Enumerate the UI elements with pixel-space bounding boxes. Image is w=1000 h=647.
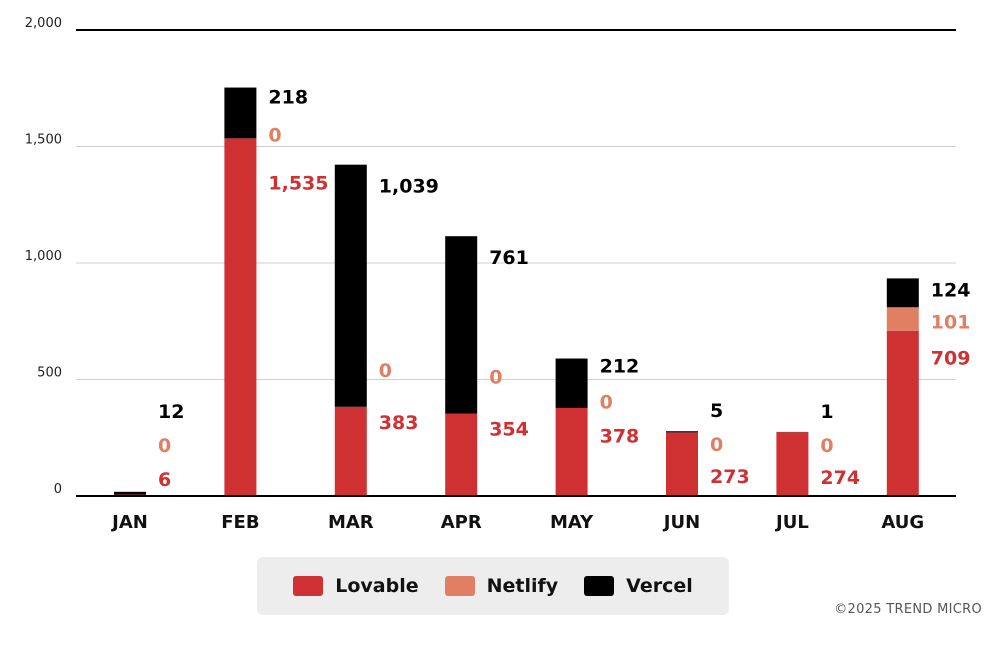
data-label-lovable-jul: 274 [820,467,860,489]
legend: Lovable Netlify Vercel [257,557,729,615]
x-tick-label-feb: FEB [221,512,259,533]
bar-vercel-mar [335,165,367,407]
data-label-netlify-jun: 0 [710,434,723,456]
legend-item-netlify: Netlify [445,575,559,597]
bar-lovable-feb [224,138,256,496]
x-tick-label-aug: AUG [881,512,924,533]
data-label-vercel-jul: 1 [820,401,833,423]
legend-label-netlify: Netlify [487,575,559,597]
data-label-lovable-apr: 354 [489,419,529,441]
bar-vercel-may [556,359,588,408]
data-label-vercel-may: 212 [600,356,640,378]
data-label-vercel-jan: 12 [158,401,184,423]
data-label-lovable-feb: 1,535 [268,173,328,195]
legend-label-lovable: Lovable [335,575,418,597]
y-tick-label-0: 0 [54,482,62,497]
bar-lovable-apr [445,414,477,496]
bar-vercel-apr [445,236,477,413]
x-tick-label-mar: MAR [328,512,374,533]
legend-swatch-netlify [445,576,475,596]
bar-lovable-aug [887,331,919,496]
data-label-vercel-aug: 124 [931,279,971,301]
bar-lovable-mar [335,407,367,496]
data-label-netlify-feb: 0 [268,125,281,147]
data-label-netlify-apr: 0 [489,367,502,389]
x-tick-label-jan: JAN [110,512,148,533]
legend-swatch-vercel [584,576,614,596]
bar-vercel-feb [224,88,256,139]
legend-label-vercel: Vercel [626,575,693,597]
data-label-netlify-jan: 0 [158,435,171,457]
x-tick-label-jul: JUL [774,512,809,533]
bar-lovable-jun [666,432,698,496]
data-label-lovable-jan: 6 [158,469,171,491]
bar-vercel-aug [887,278,919,307]
bar-lovable-jul [776,432,808,496]
data-label-vercel-feb: 218 [268,87,308,109]
data-label-lovable-aug: 709 [931,347,971,369]
x-tick-label-may: MAY [550,512,594,533]
data-label-vercel-mar: 1,039 [379,176,439,198]
data-label-lovable-mar: 383 [379,412,419,434]
bar-lovable-may [556,408,588,496]
gridlines [76,30,956,380]
data-label-vercel-apr: 761 [489,247,529,269]
data-label-lovable-jun: 273 [710,466,750,488]
x-tick-label-apr: APR [441,512,482,533]
data-label-lovable-may: 378 [600,426,640,448]
data-label-netlify-aug: 101 [931,311,971,333]
data-label-vercel-jun: 5 [710,400,723,422]
y-tick-label-500: 500 [37,366,62,381]
y-tick-label-1000: 1,000 [25,249,62,264]
x-tick-label-jun: JUN [662,512,700,533]
legend-swatch-lovable [293,576,323,596]
bar-vercel-jan [114,492,146,495]
bar-vercel-jun [666,431,698,432]
data-label-netlify-mar: 0 [379,360,392,382]
y-tick-label-2000: 2,000 [25,16,62,31]
legend-item-vercel: Vercel [584,575,693,597]
legend-item-lovable: Lovable [293,575,418,597]
data-label-netlify-may: 0 [600,392,613,414]
copyright-text: ©2025 TREND MICRO [834,602,982,617]
y-tick-label-1500: 1,500 [25,133,62,148]
data-label-netlify-jul: 0 [820,435,833,457]
bar-netlify-aug [887,307,919,331]
